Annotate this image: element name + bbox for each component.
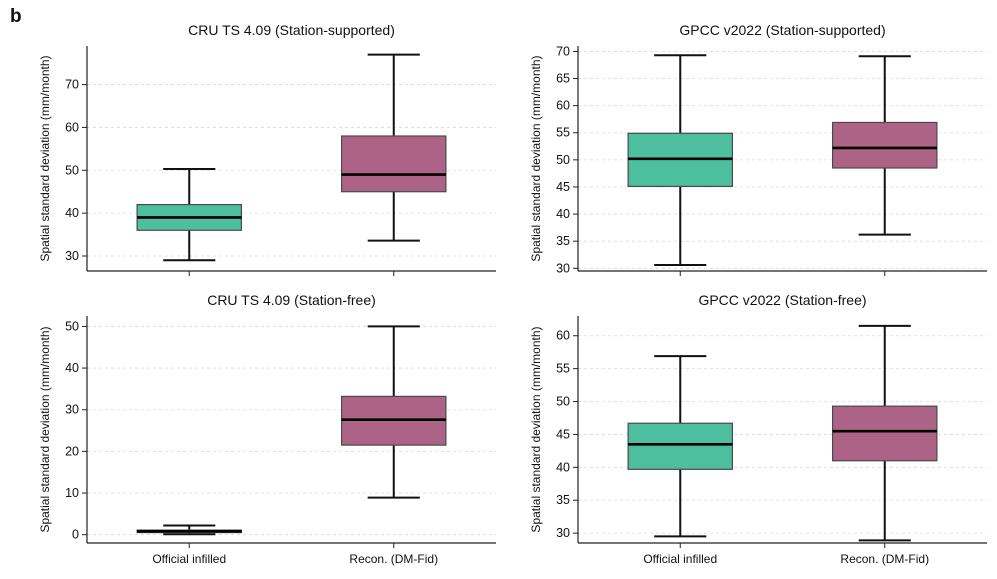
panel1-ytick-label-2: 50 — [65, 163, 79, 177]
panel3-title: CRU TS 4.09 (Station-free) — [207, 292, 376, 308]
panel2-title: GPCC v2022 (Station-supported) — [679, 22, 885, 38]
panel4-official-box — [627, 422, 733, 470]
panel1-ytick-label-0: 30 — [65, 249, 79, 263]
panel4-ytick-label-6: 60 — [556, 329, 570, 343]
panel1-ytick-label-4: 70 — [65, 78, 79, 92]
panel2-recon-box — [832, 121, 938, 169]
panel3-ytick-label-4: 40 — [65, 361, 79, 375]
panel1-ylabel: Spatial standard deviation (mm/month) — [38, 55, 52, 261]
panel4-ytick-label-4: 50 — [556, 395, 570, 409]
panel3-ytick-label-2: 20 — [65, 444, 79, 458]
panel2-ytick-label-4: 50 — [556, 153, 570, 167]
panel1-title: CRU TS 4.09 (Station-supported) — [188, 22, 395, 38]
panel2-ytick-label-8: 70 — [556, 44, 570, 58]
panel4-ytick-label-1: 35 — [556, 493, 570, 507]
panel4-ytick-label-2: 40 — [556, 460, 570, 474]
panel4-ylabel: Spatial standard deviation (mm/month) — [529, 326, 543, 532]
panel4-ytick-label-5: 55 — [556, 362, 570, 376]
panel4-xtick-label-1: Recon. (DM-Fid) — [840, 552, 929, 566]
panel4-ytick-label-3: 45 — [556, 427, 570, 441]
panel3-ytick-label-0: 0 — [72, 528, 79, 542]
panel4-recon-box — [832, 405, 938, 462]
panel2-ytick-label-3: 45 — [556, 180, 570, 194]
panel3-xtick-label-0: Official infilled — [152, 552, 226, 566]
panel-letter: b — [10, 6, 22, 27]
panel2-ytick-label-2: 40 — [556, 207, 570, 221]
panel2-ytick-label-1: 35 — [556, 234, 570, 248]
panel2-ytick-label-0: 30 — [556, 261, 570, 275]
panel2-ytick-label-7: 65 — [556, 72, 570, 86]
panel4-xtick-label-0: Official infilled — [643, 552, 717, 566]
panel3-ytick-label-3: 30 — [65, 403, 79, 417]
panel3-ylabel: Spatial standard deviation (mm/month) — [38, 326, 52, 532]
panel3-ytick-label-1: 10 — [65, 486, 79, 500]
panel1-ytick-label-3: 60 — [65, 120, 79, 134]
panel1-recon-box — [341, 135, 447, 193]
panel4-ytick-label-0: 30 — [556, 526, 570, 540]
panel1-ytick-label-1: 40 — [65, 206, 79, 220]
panel3-xtick-label-1: Recon. (DM-Fid) — [349, 552, 438, 566]
panel2-ylabel: Spatial standard deviation (mm/month) — [529, 55, 543, 261]
panel4-title: GPCC v2022 (Station-free) — [698, 292, 866, 308]
panel2-ytick-label-6: 60 — [556, 99, 570, 113]
panel3-ytick-label-5: 50 — [65, 319, 79, 333]
panel2-ytick-label-5: 55 — [556, 126, 570, 140]
